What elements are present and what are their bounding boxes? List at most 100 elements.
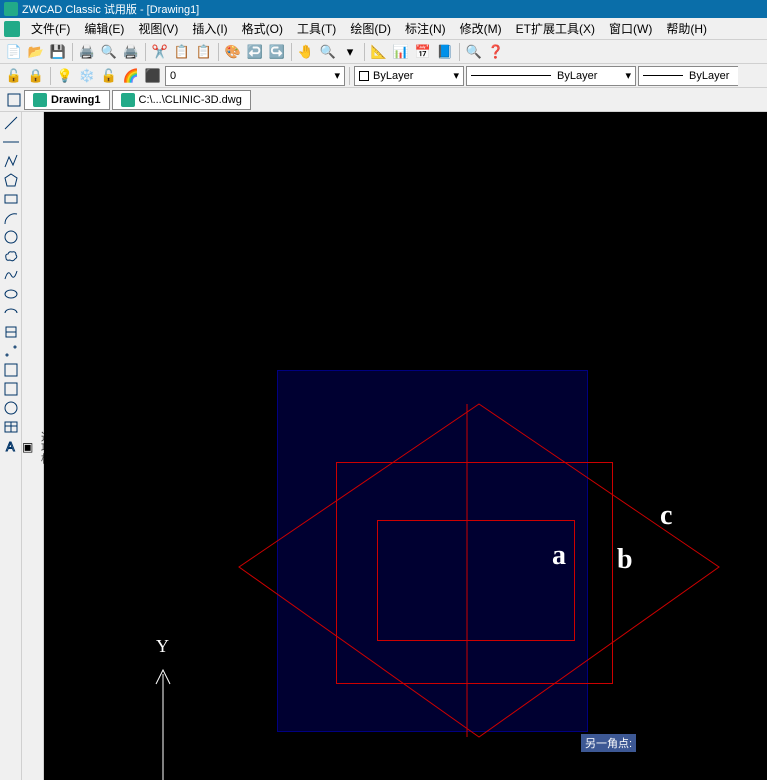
ellipse-tool[interactable] (2, 285, 20, 303)
separator (349, 67, 350, 85)
swatch-icon: ⬛ (145, 68, 161, 84)
block-icon (3, 324, 19, 340)
print-button[interactable]: 🖨️ (77, 42, 97, 62)
menu-edit[interactable]: 编辑(E) (77, 18, 131, 39)
table-tool[interactable] (2, 418, 20, 436)
match-button[interactable]: 🎨 (223, 42, 243, 62)
plot-button[interactable]: 🖨️ (121, 42, 141, 62)
polygon-icon (3, 172, 19, 188)
layer-on-button[interactable]: 💡 (55, 66, 75, 86)
separator (72, 43, 73, 61)
cut-button[interactable]: ✂️ (150, 42, 170, 62)
doc-icon (4, 21, 20, 37)
pan-button[interactable]: 🤚 (296, 42, 316, 62)
copy-button[interactable]: 📋 (172, 42, 192, 62)
tab-nav-button[interactable] (4, 90, 24, 110)
layer-unlock-button[interactable]: 🔓 (4, 66, 24, 86)
ellipse-arc-tool[interactable] (2, 304, 20, 322)
point-tool[interactable] (2, 342, 20, 360)
design-center-icon: 📊 (393, 44, 409, 60)
redo-button[interactable]: ↪️ (267, 42, 287, 62)
xline-tool[interactable] (2, 133, 20, 151)
layer-lock-button[interactable]: 🔒 (26, 66, 46, 86)
menu-window[interactable]: 窗口(W) (602, 18, 659, 39)
color-combo-value: ByLayer (373, 70, 413, 82)
help-icon: ❓ (488, 44, 504, 60)
zoom2-button[interactable]: 🔍 (464, 42, 484, 62)
menu-et-tools[interactable]: ET扩展工具(X) (509, 18, 602, 39)
tab-clinic3d[interactable]: C:\...\CLINIC-3D.dwg (112, 90, 251, 110)
zoom2-icon: 🔍 (466, 44, 482, 60)
save-icon: 💾 (50, 44, 66, 60)
dwg-icon (33, 93, 47, 107)
polyline-icon (3, 153, 19, 169)
main-area: A ▣ 选项板 ◇ Y a b c 另一角点: (0, 112, 767, 780)
drawing-canvas[interactable]: Y a b c 另一角点: (44, 112, 767, 780)
paste-button[interactable]: 📋 (194, 42, 214, 62)
separator (218, 43, 219, 61)
circle-icon (3, 229, 19, 245)
menu-view[interactable]: 视图(V) (131, 18, 185, 39)
revcloud-tool[interactable] (2, 247, 20, 265)
undo-icon: ↩️ (247, 44, 263, 60)
calc-button[interactable]: 📘 (435, 42, 455, 62)
menu-file[interactable]: 文件(F) (24, 18, 77, 39)
save-button[interactable]: 💾 (48, 42, 68, 62)
zoom-drop-button[interactable]: ▾ (340, 42, 360, 62)
dropdown-icon: ▾ (453, 69, 459, 82)
menu-dimension[interactable]: 标注(N) (398, 18, 453, 39)
text-icon: A (3, 438, 19, 454)
dropdown-icon: ▾ (625, 69, 631, 82)
polyline-tool[interactable] (2, 152, 20, 170)
linetype-combo[interactable]: ByLayer ▾ (466, 66, 636, 86)
xline-icon (3, 134, 19, 150)
help-button[interactable]: ❓ (486, 42, 506, 62)
linetype-preview (471, 75, 551, 76)
undo-button[interactable]: ↩️ (245, 42, 265, 62)
hatch-tool[interactable] (2, 361, 20, 379)
linetype-combo-value: ByLayer (557, 70, 597, 82)
label-b: b (617, 544, 633, 576)
tab-label: C:\...\CLINIC-3D.dwg (139, 94, 242, 106)
gradient-tool[interactable] (2, 380, 20, 398)
menu-insert[interactable]: 插入(I) (185, 18, 234, 39)
open-button[interactable]: 📂 (26, 42, 46, 62)
layer-color-button[interactable]: 🌈 (121, 66, 141, 86)
color-combo[interactable]: ByLayer ▾ (354, 66, 464, 86)
red-rectangle-inner (377, 520, 575, 641)
spline-icon (3, 267, 19, 283)
spline-tool[interactable] (2, 266, 20, 284)
line-tool[interactable] (2, 114, 20, 132)
print-icon: 🖨️ (79, 44, 95, 60)
design-center-button[interactable]: 📊 (391, 42, 411, 62)
lineweight-combo[interactable]: ByLayer (638, 66, 738, 86)
tool-palette-button[interactable]: 📅 (413, 42, 433, 62)
ellipse-icon (3, 286, 19, 302)
color-icon: 🌈 (123, 68, 139, 84)
properties-button[interactable]: 📐 (369, 42, 389, 62)
region-tool[interactable] (2, 399, 20, 417)
new-button[interactable]: 📄 (4, 42, 24, 62)
palette-strip: ▣ 选项板 ◇ (22, 112, 44, 780)
open-icon: 📂 (28, 44, 44, 60)
menu-modify[interactable]: 修改(M) (453, 18, 509, 39)
layer-lock2-button[interactable]: 🔓 (99, 66, 119, 86)
zoom-button[interactable]: 🔍 (318, 42, 338, 62)
menu-help[interactable]: 帮助(H) (659, 18, 714, 39)
tab-drawing1[interactable]: Drawing1 (24, 90, 110, 110)
menu-draw[interactable]: 绘图(D) (343, 18, 398, 39)
menu-format[interactable]: 格式(O) (235, 18, 290, 39)
rectangle-tool[interactable] (2, 190, 20, 208)
circle-tool[interactable] (2, 228, 20, 246)
layer-swatch[interactable]: ⬛ (143, 66, 163, 86)
insert-block-tool[interactable] (2, 323, 20, 341)
preview-button[interactable]: 🔍 (99, 42, 119, 62)
text-tool[interactable]: A (2, 437, 20, 455)
menu-tools[interactable]: 工具(T) (290, 18, 343, 39)
palette-icon[interactable]: ▣ (22, 440, 33, 454)
polygon-tool[interactable] (2, 171, 20, 189)
arc-tool[interactable] (2, 209, 20, 227)
separator (459, 43, 460, 61)
layer-combo[interactable]: 0 ▾ (165, 66, 345, 86)
layer-freeze-button[interactable]: ❄️ (77, 66, 97, 86)
